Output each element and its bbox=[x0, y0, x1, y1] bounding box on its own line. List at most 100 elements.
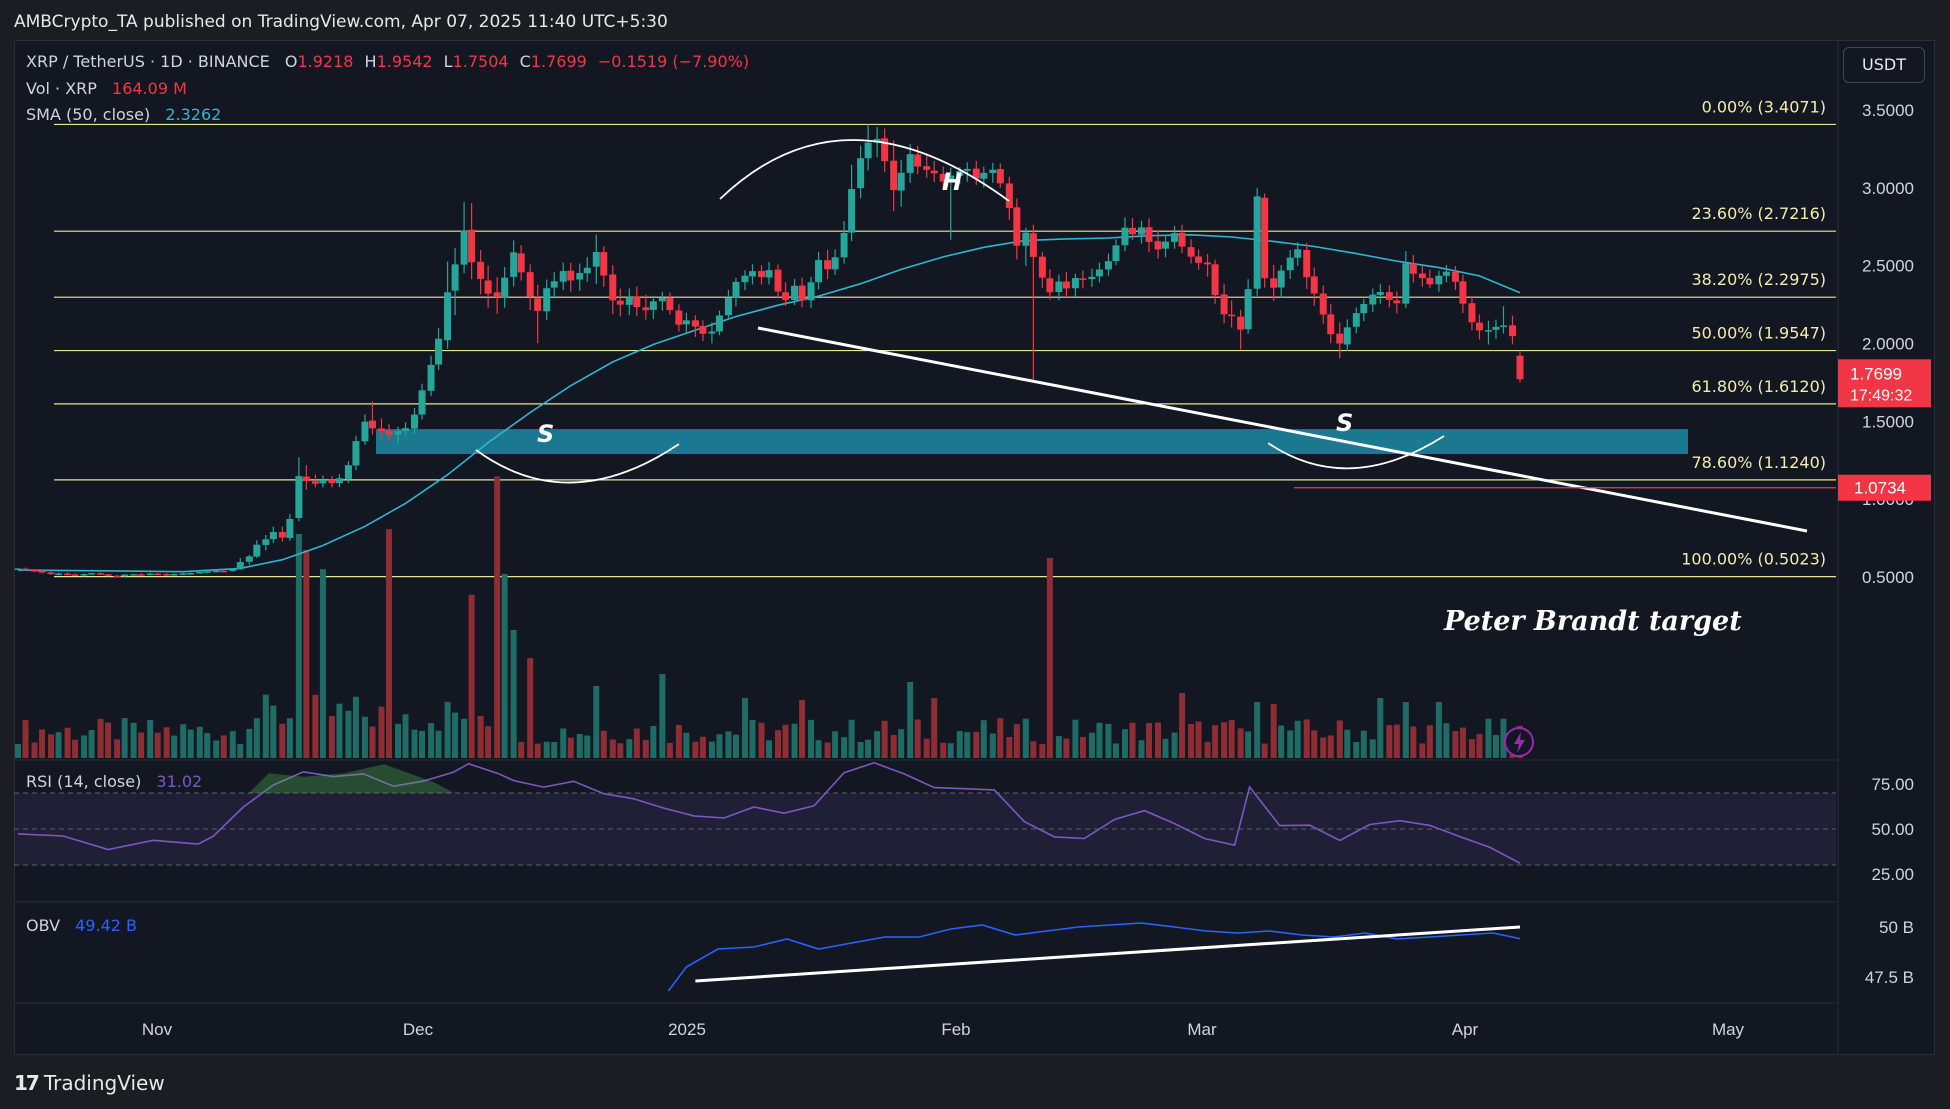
candle-body bbox=[1484, 330, 1492, 332]
alert-icon[interactable] bbox=[1504, 727, 1534, 757]
obv-tick-label: 47.5 B bbox=[1865, 968, 1914, 987]
footer bbox=[0, 1055, 1950, 1109]
fibonacci-levels: 0.00% (3.4071) 23.60% (2.7216) 38.20% (2.2… bbox=[54, 97, 1836, 578]
candle-body bbox=[229, 568, 237, 572]
volume-bar bbox=[848, 719, 855, 758]
volume-bar bbox=[1096, 722, 1103, 758]
candle-body bbox=[1261, 197, 1269, 279]
volume-bar bbox=[1500, 718, 1507, 758]
volume-bar bbox=[444, 701, 451, 758]
volume-bar bbox=[411, 729, 418, 758]
volume-bar bbox=[1146, 722, 1153, 758]
candle-body bbox=[526, 272, 534, 297]
volume-bar bbox=[1022, 718, 1029, 758]
candle-body bbox=[609, 274, 617, 301]
volume-bar bbox=[732, 734, 739, 758]
volume-bar bbox=[749, 719, 756, 758]
volume-bar bbox=[1287, 730, 1294, 758]
currency-button[interactable]: USDT bbox=[1843, 47, 1925, 83]
volume-bar bbox=[295, 534, 302, 758]
volume-bar bbox=[923, 738, 930, 758]
rsi-tick-label: 25.00 bbox=[1871, 865, 1914, 884]
sma-label[interactable]: SMA (50, close) bbox=[26, 105, 151, 124]
volume-bar bbox=[997, 718, 1004, 758]
obv-value: 49.42 B bbox=[75, 916, 137, 935]
candle-body bbox=[881, 138, 889, 162]
candle-body bbox=[352, 441, 360, 466]
candle-body bbox=[245, 556, 253, 562]
candle-body bbox=[996, 168, 1004, 184]
candle-body bbox=[295, 476, 303, 519]
candle-body bbox=[947, 175, 955, 182]
volume-bar bbox=[642, 739, 649, 758]
candle-body bbox=[418, 390, 426, 415]
volume-bar bbox=[980, 720, 987, 758]
candle-body bbox=[576, 272, 584, 280]
rsi-label[interactable]: RSI (14, close) bbox=[26, 772, 142, 791]
price-tick-label: 0.5000 bbox=[1862, 568, 1914, 587]
volume-bar bbox=[270, 705, 277, 758]
candle-body bbox=[1187, 247, 1195, 257]
candle-body bbox=[344, 465, 352, 479]
tradingview-logo[interactable]: 17 TradingView bbox=[14, 1071, 165, 1095]
volume-bar bbox=[72, 739, 79, 758]
legend-symbol-row: XRP / TetherUS · 1D · BINANCE O1.9218 H1… bbox=[26, 52, 749, 71]
candle-body bbox=[361, 421, 369, 442]
volume-bar bbox=[857, 741, 864, 758]
candle-body bbox=[517, 253, 525, 273]
volume-bar bbox=[865, 739, 872, 758]
volume-label[interactable]: Vol · XRP bbox=[26, 79, 97, 98]
candle-body bbox=[600, 252, 608, 276]
volume-bar bbox=[97, 718, 104, 758]
volume-bar bbox=[402, 714, 409, 758]
sma-50-line bbox=[17, 233, 1521, 573]
candle-body bbox=[163, 574, 171, 576]
candle-body bbox=[130, 574, 138, 576]
candle-body bbox=[923, 166, 931, 170]
volume-bar bbox=[1228, 719, 1235, 758]
volume-bar bbox=[617, 743, 624, 758]
volume-bar bbox=[1254, 702, 1261, 758]
volume-bar bbox=[1013, 724, 1020, 758]
volume-bar bbox=[31, 742, 38, 758]
candle-body bbox=[1211, 264, 1219, 296]
volume-bar bbox=[163, 727, 170, 758]
candle-body bbox=[411, 414, 419, 429]
candle-body bbox=[1492, 326, 1500, 330]
volume-bar bbox=[81, 735, 88, 758]
candle-body bbox=[675, 310, 683, 325]
target-price-label: 1.0734 bbox=[1854, 479, 1906, 498]
symbol-name[interactable]: XRP / TetherUS · 1D · BINANCE bbox=[26, 52, 270, 71]
candle-body bbox=[765, 270, 773, 278]
volume-bar bbox=[1179, 693, 1186, 758]
volume-bar bbox=[1171, 732, 1178, 758]
volume-bar bbox=[626, 739, 633, 758]
volume-bar bbox=[1204, 741, 1211, 758]
volume-bars bbox=[15, 476, 1523, 758]
volume-bar bbox=[741, 698, 748, 758]
obv-label[interactable]: OBV bbox=[26, 916, 61, 935]
target-annotation: Peter Brandt target bbox=[1443, 606, 1742, 637]
fib-level-label: 50.00% (1.9547) bbox=[1691, 324, 1826, 343]
candle-body bbox=[302, 476, 310, 482]
demand-zone-layer bbox=[376, 429, 1688, 455]
price-tick-label: 2.5000 bbox=[1862, 257, 1914, 276]
legend-sma-row: SMA (50, close) 2.3262 bbox=[26, 105, 221, 124]
volume-bar bbox=[675, 724, 682, 758]
candle-body bbox=[857, 158, 865, 189]
candle-body bbox=[864, 142, 872, 159]
volume-bar bbox=[461, 718, 468, 758]
candle-body bbox=[592, 251, 600, 267]
candle-body bbox=[890, 160, 898, 191]
volume-bar bbox=[369, 726, 376, 758]
volume-bar bbox=[1237, 728, 1244, 758]
volume-bar bbox=[385, 529, 392, 758]
candle-body bbox=[1499, 325, 1507, 327]
volume-bar bbox=[1088, 732, 1095, 758]
candle-body bbox=[1013, 207, 1021, 246]
volume-bar bbox=[1410, 726, 1417, 758]
candle-body bbox=[501, 277, 509, 298]
candle-body bbox=[774, 269, 782, 292]
chart-canvas[interactable]: 0.00% (3.4071) 23.60% (2.7216) 38.20% (2.2… bbox=[14, 40, 1935, 1055]
volume-bar bbox=[237, 743, 244, 758]
